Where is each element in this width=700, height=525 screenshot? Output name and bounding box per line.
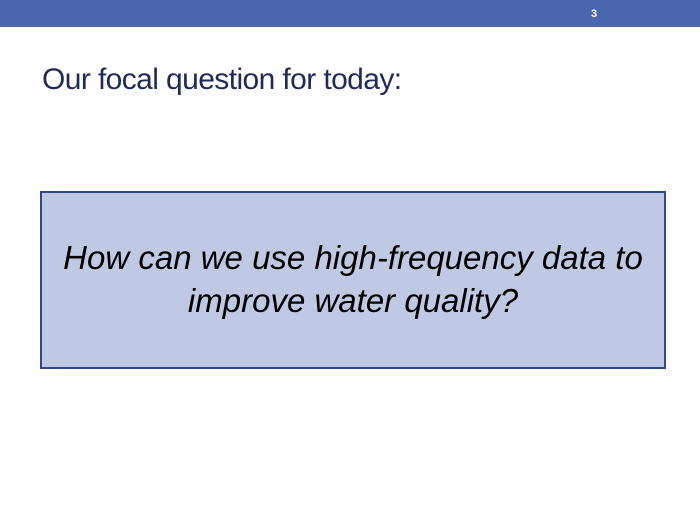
slide-number: 3 xyxy=(590,8,598,20)
question-box: How can we use high-frequency data to im… xyxy=(40,191,666,369)
focal-question: How can we use high-frequency data to im… xyxy=(63,239,643,319)
header-bar: 3 xyxy=(0,0,700,27)
slide-title: Our focal question for today: xyxy=(42,63,402,96)
